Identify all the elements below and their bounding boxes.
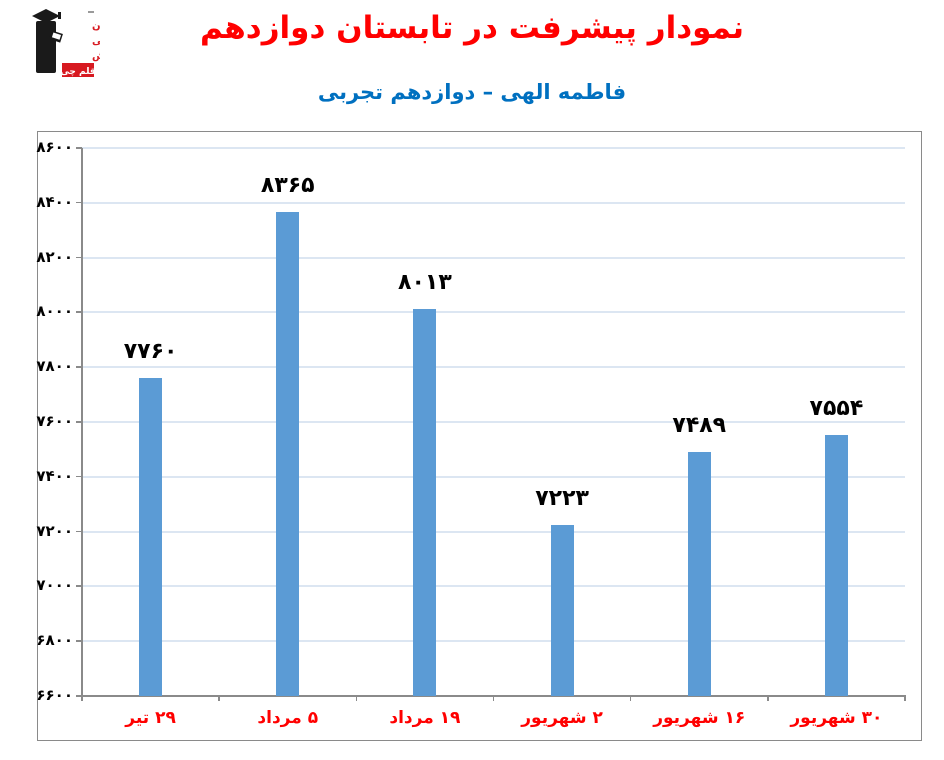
x-axis-category-label: ۳۰ شهریور	[790, 708, 883, 728]
x-axis-category-label: ۱۶ شهریور	[653, 708, 746, 728]
gridline	[82, 475, 905, 478]
bar	[550, 525, 574, 696]
y-axis-tick-label: ۸۶۰۰	[36, 138, 73, 156]
gridline	[82, 421, 905, 423]
y-axis-tick	[76, 475, 82, 478]
y-axis-tick	[76, 640, 82, 642]
y-axis-tick-label: ۷۴۰۰	[36, 466, 73, 485]
logo-line-amoozesh: آموزش	[92, 49, 100, 62]
y-axis-tick	[76, 201, 82, 204]
bar	[824, 434, 848, 696]
gridline	[82, 366, 905, 369]
y-axis-tick	[76, 147, 82, 149]
page-title: نمودار پیشرفت در تابستان دوازدهم	[200, 10, 744, 46]
bar	[413, 308, 437, 696]
x-axis-tick	[767, 695, 769, 701]
y-axis-tick	[76, 311, 82, 313]
y-axis-tick	[76, 366, 82, 368]
y-axis-line	[81, 148, 83, 696]
gridline	[82, 201, 905, 204]
x-axis-tick	[81, 695, 83, 701]
x-axis-category-label: ۲۹ تیر	[125, 708, 176, 728]
x-axis-category-label: ۱۹ مرداد	[389, 708, 461, 728]
y-axis-tick-label: ۷۰۰۰	[36, 576, 73, 595]
x-axis-category-label: ۲ شهریور	[521, 708, 603, 728]
y-axis-tick	[76, 530, 82, 533]
logo-badge-text: قلم چی	[60, 67, 95, 77]
y-axis-tick-label: ۶۶۰۰	[36, 686, 73, 704]
gridline	[82, 147, 905, 149]
gridline	[82, 311, 905, 314]
page-subtitle: فاطمه الهی – دوازدهم تجربی	[317, 80, 627, 104]
x-axis-tick	[492, 695, 495, 701]
x-axis-tick	[355, 695, 358, 701]
progress-bar-chart: ۶۶۰۰ ۶۸۰۰ ۷۰۰۰ ۷۲۰۰ ۷۴۰۰ ۷۶۰۰ ۷۸۰۰ ۸۰۰۰ ۸۲۰۰ ۸۴۰۰…	[36, 131, 922, 741]
x-axis-category-label: ۵ مرداد	[257, 708, 319, 728]
bar-value-label: ۸۰۱۳	[398, 269, 452, 295]
bar-value-label: ۸۳۶۵	[260, 173, 315, 199]
logo-badge	[62, 63, 94, 77]
y-axis-tick	[76, 256, 82, 259]
bar	[687, 452, 711, 696]
y-axis-tick-label: ۶۸۰۰	[36, 631, 73, 650]
bar-value-label: ۷۴۸۹	[672, 413, 727, 439]
y-axis-tick-label: ۸۴۰۰	[36, 192, 73, 211]
gridline	[82, 256, 905, 259]
y-axis-tick-label: ۷۲۰۰	[36, 521, 73, 540]
gridline	[82, 530, 905, 533]
bar-value-label: ۷۲۲۳	[535, 486, 589, 512]
x-axis-tick	[218, 695, 220, 701]
gridline	[82, 585, 905, 588]
y-axis-tick	[76, 585, 82, 587]
bar	[139, 378, 163, 696]
bar-value-label: ۷۵۵۴	[809, 395, 864, 421]
y-axis-tick-label: ۷۶۰۰	[36, 412, 73, 430]
gridline	[82, 640, 905, 643]
x-axis-tick	[629, 695, 632, 701]
y-axis-tick-label: ۸۰۰۰	[36, 302, 73, 321]
x-axis-tick	[904, 695, 906, 701]
bar-value-label: ۷۷۶۰	[123, 339, 178, 365]
y-axis-tick-label: ۷۸۰۰	[36, 357, 73, 376]
y-axis-tick	[76, 695, 82, 697]
y-axis-tick-label: ۸۲۰۰	[36, 247, 73, 266]
bar	[276, 212, 300, 696]
y-axis-tick	[76, 421, 82, 423]
